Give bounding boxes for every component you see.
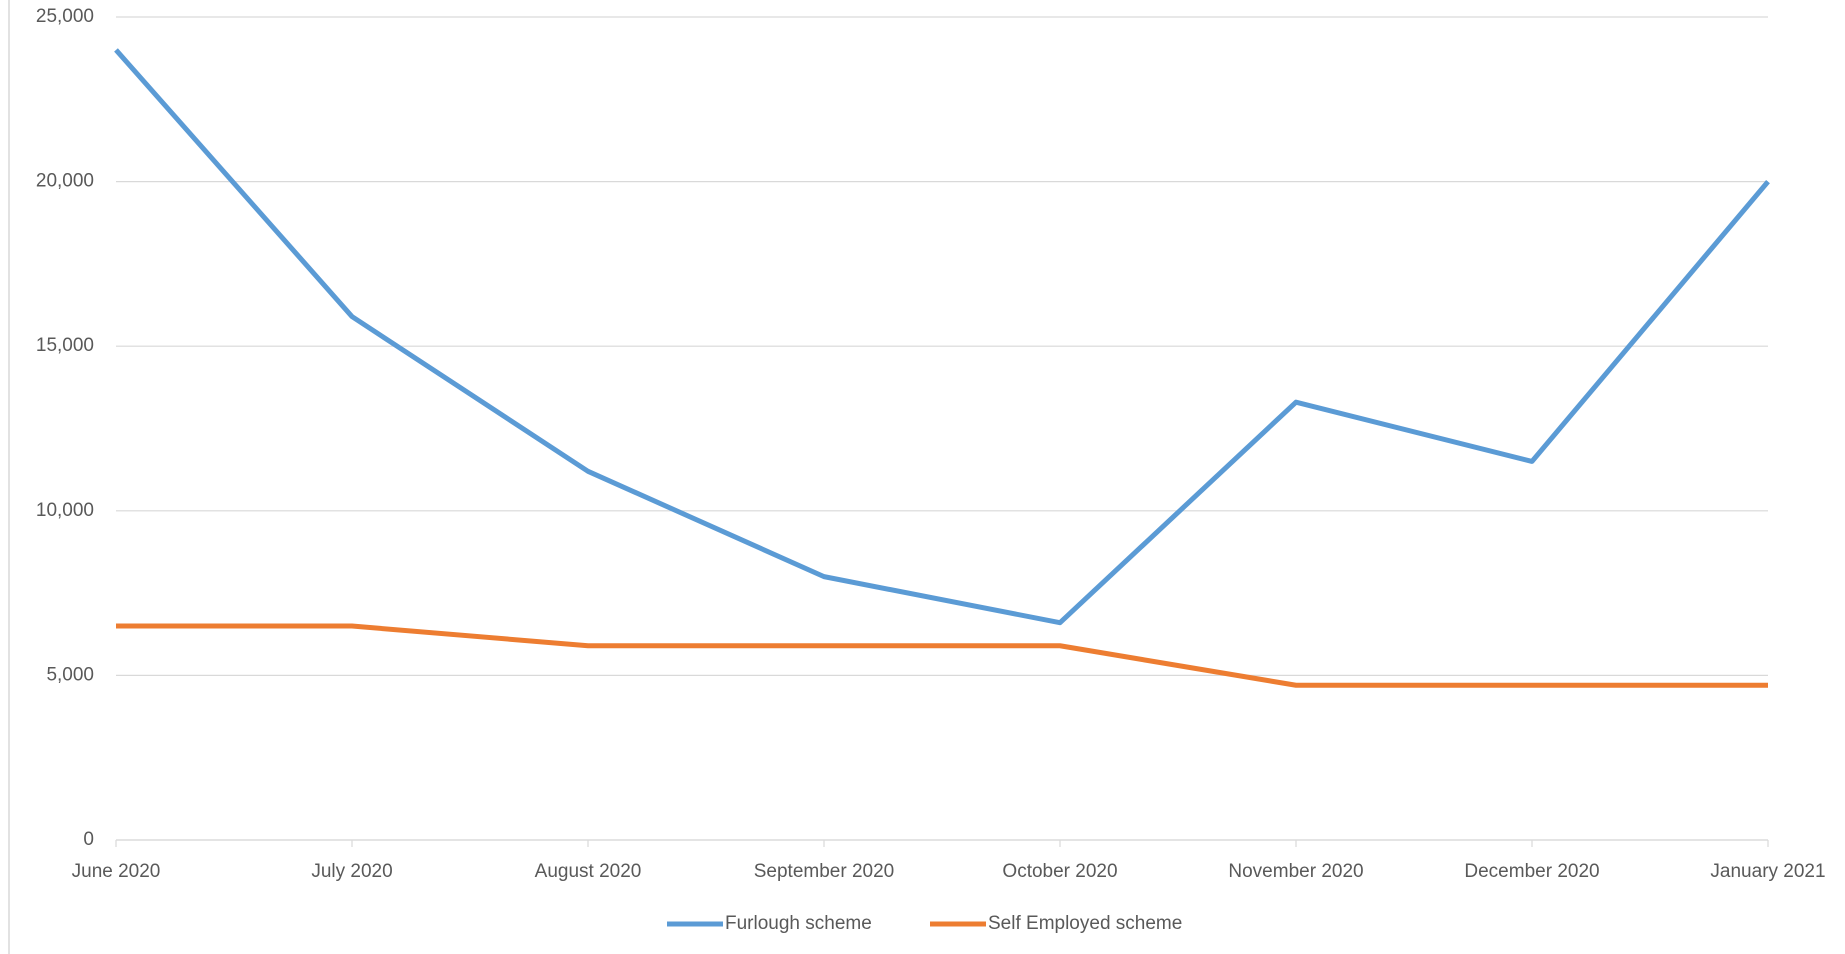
legend-label: Furlough scheme [725, 913, 872, 934]
legend-label: Self Employed scheme [988, 913, 1182, 934]
x-tick-label: September 2020 [754, 861, 895, 882]
x-tick-label: December 2020 [1464, 861, 1599, 882]
line-series [114, 48, 1770, 626]
chart-border [8, 0, 1845, 954]
y-tick-label: 15,000 [36, 335, 94, 356]
x-tick-label: June 2020 [72, 861, 161, 882]
x-tick-label: July 2020 [311, 861, 392, 882]
line-series [116, 623, 1768, 688]
y-tick-label: 25,000 [36, 6, 94, 27]
y-tick-label: 5,000 [46, 664, 94, 685]
x-tick-label: November 2020 [1228, 861, 1363, 882]
y-tick-label: 10,000 [36, 500, 94, 521]
x-tick-label: October 2020 [1002, 861, 1117, 882]
x-tick-label: January 2021 [1710, 861, 1825, 882]
y-tick-label: 20,000 [36, 171, 94, 192]
y-tick-label: 0 [83, 829, 94, 850]
x-tick-label: August 2020 [535, 861, 642, 882]
